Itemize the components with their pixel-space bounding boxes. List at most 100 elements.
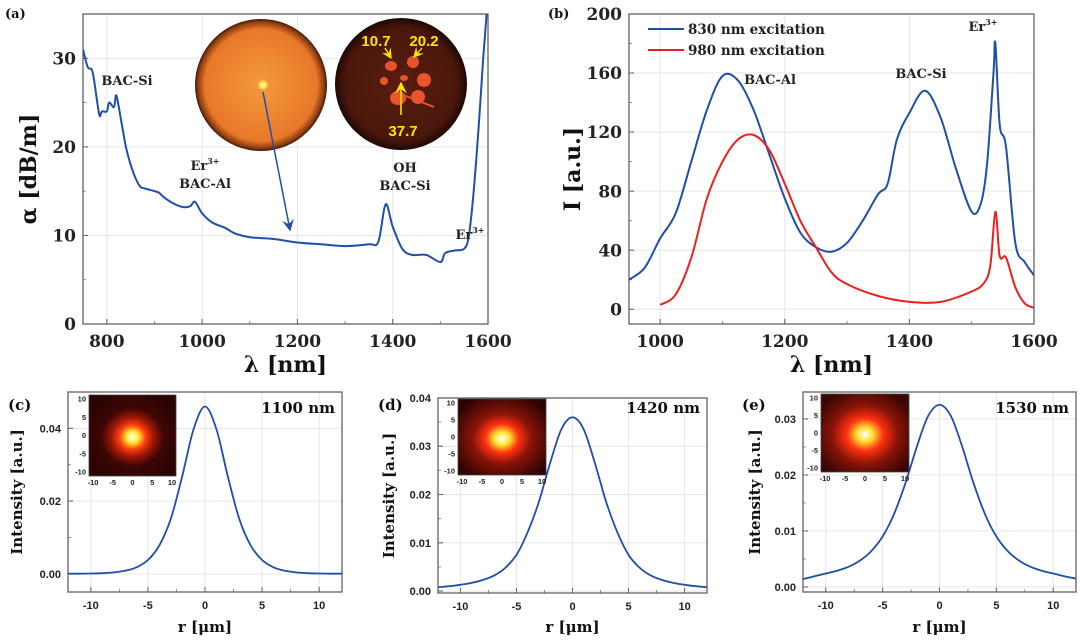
annotation-text: BAC-Si	[101, 74, 152, 89]
x-tick-label: 1000	[178, 332, 225, 352]
y-tick-label: 0.00	[775, 582, 796, 594]
panel-label: (a)	[5, 7, 26, 22]
panel-label: (c)	[8, 396, 31, 414]
mode-field-heatmap	[820, 393, 910, 473]
chart-panel-0: 800 1000 1200 1400 1600 0 10 20 30 (a) λ [nm] α [dB…	[5, 7, 512, 378]
inset-y-tick-label: -10	[444, 467, 455, 476]
panel-label: (b)	[548, 7, 569, 22]
x-tick-label: 1600	[1010, 332, 1057, 352]
inset-y-tick-label: -10	[807, 464, 818, 473]
y-tick-label: 0	[64, 315, 76, 335]
y-tick-label: 120	[587, 123, 623, 143]
x-tick-label: 1400	[369, 332, 416, 352]
inset-x-tick-label: 0	[863, 474, 867, 483]
x-tick-label: 0	[936, 600, 942, 612]
y-axis-label: Intensity [a.u.]	[746, 429, 764, 555]
inset-y-tick-label: -5	[448, 450, 455, 459]
inset-x-tick-label: 10	[168, 478, 176, 487]
y-tick-label: 0.02	[410, 489, 431, 501]
inset-y-tick-label: 10	[447, 399, 455, 408]
legend-label: 980 nm excitation	[688, 43, 825, 59]
plot-frame	[437, 397, 708, 594]
inset-y-tick-label: -5	[79, 449, 86, 458]
fiber-cross-section-photos: 10.7 20.2 37.7	[195, 18, 467, 232]
y-axis-label: α [dB/m]	[16, 114, 42, 225]
inset-x-tick-label: 10	[538, 477, 546, 486]
refractive-index-label: 37.7	[388, 123, 417, 140]
y-tick-label: 80	[598, 182, 622, 202]
peak-annotation: Er3+	[968, 17, 997, 35]
annotation-text: OH	[393, 161, 417, 176]
peak-annotation: BAC-Si	[379, 179, 430, 194]
peak-annotation: BAC-Si	[895, 67, 946, 82]
series-line-0	[83, 14, 488, 263]
y-tick-label: 40	[598, 241, 622, 261]
panel-label: (e)	[742, 396, 766, 414]
mode-field-heatmap	[457, 398, 547, 476]
chart-panel-3: -10 -5 0 5 10 0.00 0.01 0.02 0.03 0.04 (d) r [μm] In…	[378, 393, 708, 636]
refractive-index-label: 20.2	[409, 33, 438, 50]
inset-y-tick-label: 10	[78, 395, 86, 404]
x-tick-label: 1200	[761, 332, 808, 352]
x-tick-label: -10	[818, 600, 834, 612]
inset-x-tick-label: 10	[901, 474, 909, 483]
chart-panel-4: -10 -5 0 5 10 0.00 0.01 0.02 0.03 (e) r [μm] Intens…	[742, 391, 1077, 636]
annotation-text: BAC-Si	[379, 179, 430, 194]
inset-y-tick-label: 0	[82, 431, 86, 440]
inset-y-tick-label: 5	[82, 413, 86, 422]
annotation-superscript: 3+	[472, 225, 484, 235]
x-axis-label: r [μm]	[912, 618, 966, 636]
y-tick-label: 0.00	[40, 569, 61, 581]
series-line-0	[438, 416, 707, 589]
cladding-blob	[385, 61, 397, 71]
y-tick-label: 0.03	[410, 441, 431, 453]
plot-frame	[67, 391, 343, 593]
cladding-blob	[380, 77, 388, 85]
y-tick-label: 200	[587, 5, 623, 25]
y-tick-label: 0.01	[410, 538, 431, 550]
refractive-index-label: 10.7	[361, 33, 390, 50]
inset-x-tick-label: -10	[457, 477, 468, 486]
inset-x-tick-label: 5	[520, 477, 524, 486]
inset-x-tick-label: -10	[820, 474, 831, 483]
plot-frame	[802, 391, 1077, 593]
x-tick-label: 0	[202, 600, 208, 612]
y-tick-label: 0.02	[775, 470, 796, 482]
x-tick-label: 1200	[274, 332, 321, 352]
cladding-blob	[417, 73, 431, 87]
x-tick-label: 10	[678, 601, 690, 613]
arrow-icon	[413, 46, 424, 58]
annotation-text: BAC-Al	[744, 73, 796, 88]
annotation-text: Er	[455, 228, 472, 243]
inset-x-tick-label: -10	[88, 478, 99, 487]
inset-y-tick-label: 5	[814, 411, 818, 420]
x-tick-label: 10	[313, 600, 325, 612]
y-tick-label: 30	[52, 49, 76, 69]
mode-field-heatmap	[88, 394, 177, 477]
inset-y-tick-label: 0	[451, 433, 455, 442]
x-tick-label: 5	[993, 600, 999, 612]
y-tick-label: 0.01	[775, 526, 796, 538]
inset-x-tick-label: 0	[130, 478, 134, 487]
y-tick-label: 0.00	[410, 586, 431, 598]
x-tick-label: 1400	[886, 332, 933, 352]
annotation-text: BAC-Si	[895, 67, 946, 82]
peak-annotation: Er3+	[455, 225, 484, 243]
inset-x-tick-label: 5	[883, 474, 887, 483]
x-tick-label: -5	[878, 600, 888, 612]
x-axis-label: λ [nm]	[244, 352, 327, 378]
x-tick-label: 10	[1047, 600, 1059, 612]
x-axis-label: r [μm]	[545, 618, 599, 636]
annotation-superscript: 3+	[207, 156, 219, 166]
series-line-0	[68, 405, 342, 575]
x-tick-label: 0	[569, 601, 575, 613]
x-axis-label: r [μm]	[178, 618, 232, 636]
cladding-blob	[400, 75, 408, 81]
wavelength-label: 1530 nm	[995, 399, 1069, 417]
x-tick-label: -10	[452, 601, 468, 613]
x-axis-label: λ [nm]	[790, 352, 873, 378]
inset-x-tick-label: -5	[842, 474, 849, 483]
cladding-blob	[390, 91, 406, 105]
annotation-text: Er	[190, 159, 207, 174]
